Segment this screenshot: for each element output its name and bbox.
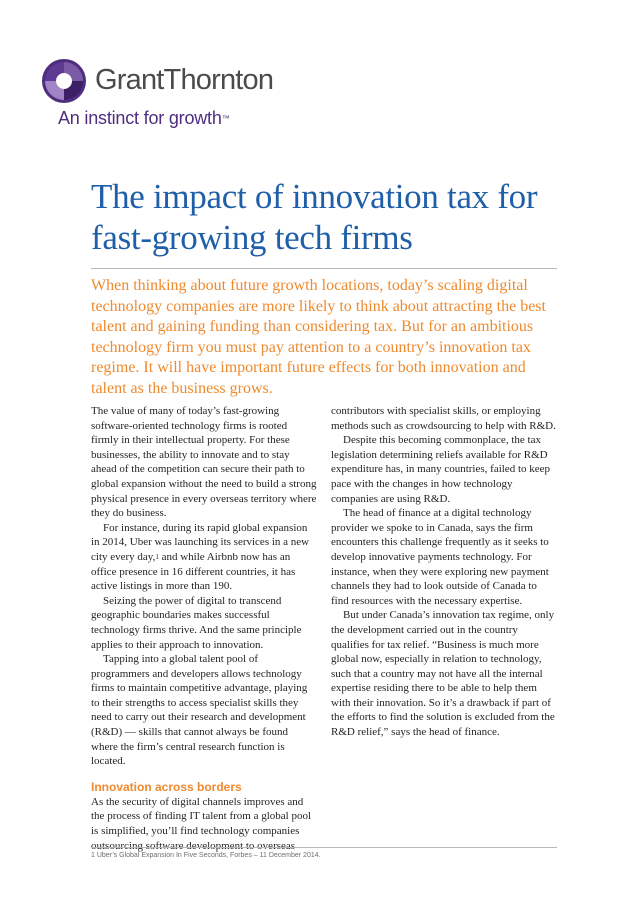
trademark-symbol: ™ xyxy=(221,114,230,123)
body-paragraph: Despite this becoming commonplace, the t… xyxy=(331,434,551,505)
logo-wordmark: GrantThornton xyxy=(95,64,274,96)
title-divider xyxy=(91,268,557,269)
logo-tagline: An instinct for growth™ xyxy=(58,107,230,129)
body-paragraph: The head of finance at a digital technol… xyxy=(331,507,549,607)
body-paragraph: But under Canada’s innovation tax regime… xyxy=(331,609,555,739)
footnote-reference[interactable]: 1 xyxy=(155,552,159,561)
footnote-divider xyxy=(91,847,557,848)
body-paragraph: Tapping into a global talent pool of pro… xyxy=(91,653,308,768)
logo-tagline-text: An instinct for growth xyxy=(58,108,222,128)
section-heading: Innovation across borders xyxy=(91,779,242,794)
footnote: 1 Uber’s Global Expansion In Five Second… xyxy=(91,852,321,859)
body-text: and while Airbnb now has an office prese… xyxy=(91,550,296,593)
lead-paragraph: When thinking about future growth locati… xyxy=(91,277,546,397)
body-column-right: contributors with specialist skills, or … xyxy=(331,404,557,740)
body-paragraph: For instance, during its rapid global ex… xyxy=(91,521,317,594)
body-paragraph: As the security of digital channels impr… xyxy=(91,795,312,852)
body-column-left: The value of many of today’s fast-growin… xyxy=(91,404,317,853)
page-title: The impact of innovation tax for fast-gr… xyxy=(91,177,538,257)
body-paragraph: Seizing the power of digital to transcen… xyxy=(91,594,302,651)
body-paragraph: The value of many of today’s fast-growin… xyxy=(91,405,317,520)
body-text: For instance, during its rapid global ex… xyxy=(91,521,310,563)
grant-thornton-logo-mark-icon xyxy=(42,59,86,103)
body-paragraph: contributors with specialist skills, or … xyxy=(331,405,556,432)
grant-thornton-logo: GrantThornton An instinct for growth™ xyxy=(41,58,291,138)
